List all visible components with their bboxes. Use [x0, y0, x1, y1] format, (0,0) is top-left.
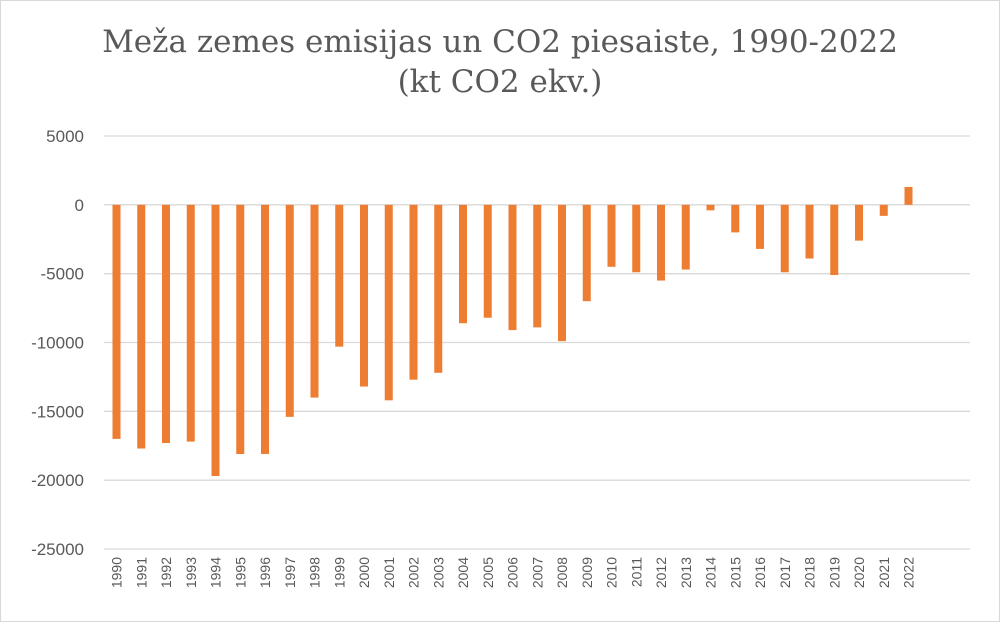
chart-subtitle: (kt CO2 ekv.) [397, 64, 603, 100]
bar-2010 [607, 204, 616, 267]
bar-2015 [731, 204, 740, 233]
x-tick-label: 1992 [158, 557, 174, 588]
chart-title-block: Meža zemes emisijas un CO2 piesaiste, 19… [0, 22, 1000, 102]
x-tick-label: 2004 [455, 557, 471, 588]
bar-2001 [384, 204, 393, 401]
y-tick-label: 5000 [46, 127, 84, 146]
bar-1993 [186, 204, 195, 442]
bar-series [112, 186, 913, 477]
bar-2018 [805, 204, 814, 259]
x-tick-label: 2015 [727, 557, 743, 588]
x-tick-label: 2022 [901, 557, 917, 588]
x-tick-label: 2006 [505, 557, 521, 588]
x-axis-ticks: 1990 1991 1992 1993 1994 1995 1996 1997 1998 1999… [109, 557, 917, 588]
y-tick-label: -20000 [31, 471, 84, 490]
bar-1995 [236, 204, 245, 455]
bar-2019 [830, 204, 839, 276]
gridlines [104, 135, 970, 550]
y-tick-label: -10000 [31, 334, 84, 353]
bar-2000 [360, 204, 368, 387]
y-tick-label: -15000 [31, 402, 84, 421]
y-tick-label: 0 [75, 196, 84, 215]
bar-1991 [137, 204, 146, 449]
x-tick-label: 2013 [678, 557, 694, 588]
x-tick-label: 2021 [876, 557, 892, 588]
bar-1990 [112, 204, 121, 439]
bar-2009 [582, 204, 591, 302]
bar-2020 [855, 204, 863, 241]
x-tick-label: 1990 [109, 557, 125, 588]
bar-1999 [335, 204, 344, 347]
bar-2012 [657, 204, 665, 281]
x-tick-label: 2018 [802, 557, 818, 588]
x-tick-label: 2020 [851, 557, 867, 588]
x-tick-label: 2019 [826, 557, 842, 588]
bar-1994 [211, 204, 220, 477]
bar-2017 [780, 204, 789, 273]
x-tick-label: 1995 [232, 557, 248, 588]
x-tick-label: 2014 [703, 557, 719, 588]
bar-2004 [459, 204, 467, 324]
bar-2021 [879, 204, 888, 216]
x-tick-label: 1998 [307, 557, 323, 588]
x-tick-label: 2005 [480, 557, 496, 588]
x-tick-label: 1999 [331, 557, 347, 588]
x-tick-label: 2008 [554, 557, 570, 588]
x-tick-label: 2009 [579, 557, 595, 588]
x-tick-label: 2012 [653, 557, 669, 588]
x-tick-label: 1993 [183, 557, 199, 588]
chart-title: Meža zemes emisijas un CO2 piesaiste, 19… [102, 24, 898, 60]
bar-2013 [681, 204, 690, 270]
x-tick-label: 2003 [430, 557, 446, 588]
bar-2002 [409, 204, 418, 380]
x-tick-label: 2016 [752, 557, 768, 588]
bar-2005 [483, 204, 492, 318]
x-tick-label: 2002 [406, 557, 422, 588]
bar-1992 [162, 204, 170, 443]
bar-1998 [310, 204, 319, 398]
bar-2022 [904, 186, 913, 205]
x-tick-label: 2010 [604, 557, 620, 588]
x-tick-label: 1994 [208, 557, 224, 588]
bar-1996 [261, 204, 269, 455]
y-axis-ticks: 5000 0 -5000 -10000 -15000 -20000 -25000 [31, 127, 84, 559]
y-tick-label: -5000 [41, 265, 84, 284]
bar-1997 [285, 204, 294, 417]
bar-2016 [756, 204, 764, 249]
bar-2008 [558, 204, 566, 342]
x-tick-label: 2000 [356, 557, 372, 588]
bar-2014 [706, 204, 715, 211]
x-tick-label: 2007 [529, 557, 545, 588]
x-tick-label: 1997 [282, 557, 298, 588]
bar-2003 [434, 204, 443, 373]
bar-2011 [632, 204, 641, 273]
x-tick-label: 2001 [381, 557, 397, 588]
x-tick-label: 1991 [133, 557, 149, 588]
y-tick-label: -25000 [31, 540, 84, 559]
x-tick-label: 2011 [628, 557, 644, 587]
x-tick-label: 2017 [777, 557, 793, 588]
bar-2006 [508, 204, 517, 331]
x-tick-label: 1996 [257, 557, 273, 588]
bar-2007 [533, 204, 542, 328]
